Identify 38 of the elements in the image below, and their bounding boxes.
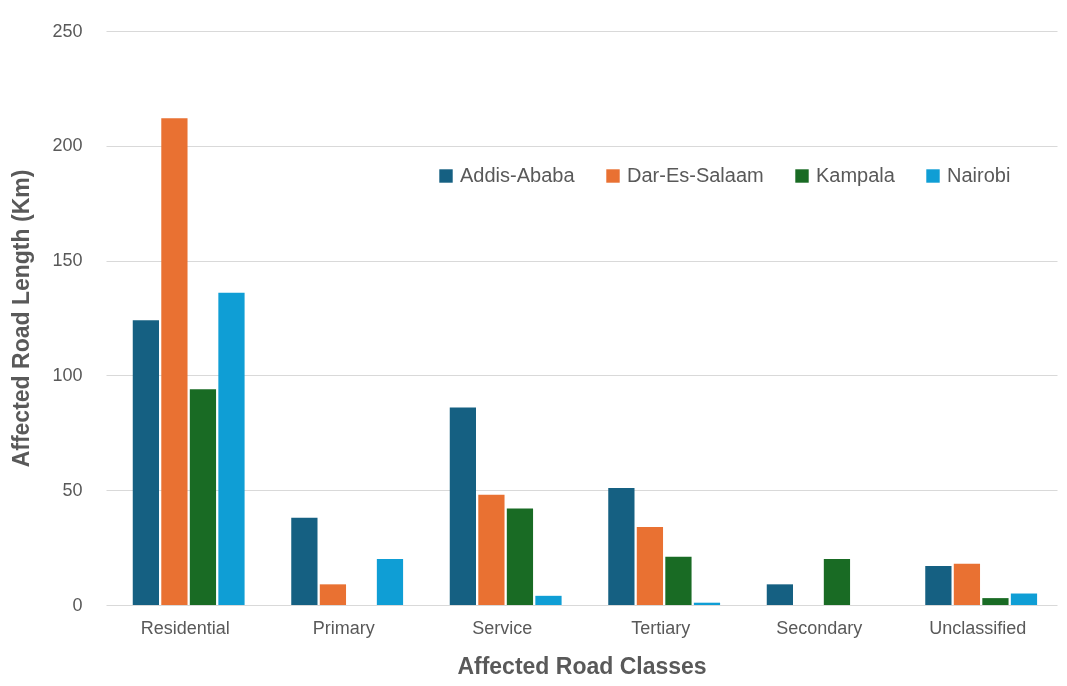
x-tick-label: Service xyxy=(472,617,533,638)
bar xyxy=(1010,593,1038,605)
bar xyxy=(535,595,562,605)
legend-label: Nairobi xyxy=(947,164,1011,186)
bar xyxy=(478,494,505,605)
y-axis-title: Affected Road Length (Km) xyxy=(8,169,35,468)
bar xyxy=(161,118,188,605)
x-axis-title: Affected Road Classes xyxy=(457,652,707,679)
bar xyxy=(218,292,245,605)
legend-label: Kampala xyxy=(816,164,896,186)
bar xyxy=(189,389,217,605)
bar xyxy=(636,526,664,605)
bar xyxy=(665,556,692,605)
x-tick-label: Secondary xyxy=(776,617,863,638)
x-tick-label: Unclassified xyxy=(929,617,1027,638)
bar xyxy=(291,517,318,605)
y-tick-label: 100 xyxy=(52,364,83,385)
bar xyxy=(823,559,851,605)
bar xyxy=(319,584,347,605)
bar xyxy=(766,584,793,605)
y-tick-label: 0 xyxy=(72,594,83,615)
x-tick-label: Tertiary xyxy=(631,617,691,638)
bar xyxy=(376,559,404,605)
y-tick-label: 150 xyxy=(52,250,83,271)
bar xyxy=(132,320,159,605)
bar xyxy=(449,407,476,605)
bar xyxy=(608,487,635,605)
bar xyxy=(982,598,1009,605)
y-tick-label: 50 xyxy=(62,479,83,500)
legend-label: Dar-Es-Salaam xyxy=(627,164,764,186)
bar xyxy=(506,508,534,605)
y-tick-label: 200 xyxy=(52,135,83,156)
x-tick-label: Residential xyxy=(140,617,230,638)
bar xyxy=(953,563,981,605)
y-tick-label: 250 xyxy=(52,20,83,41)
bar xyxy=(925,565,952,605)
legend-label: Addis-Ababa xyxy=(460,164,576,186)
x-tick-label: Primary xyxy=(312,617,375,638)
